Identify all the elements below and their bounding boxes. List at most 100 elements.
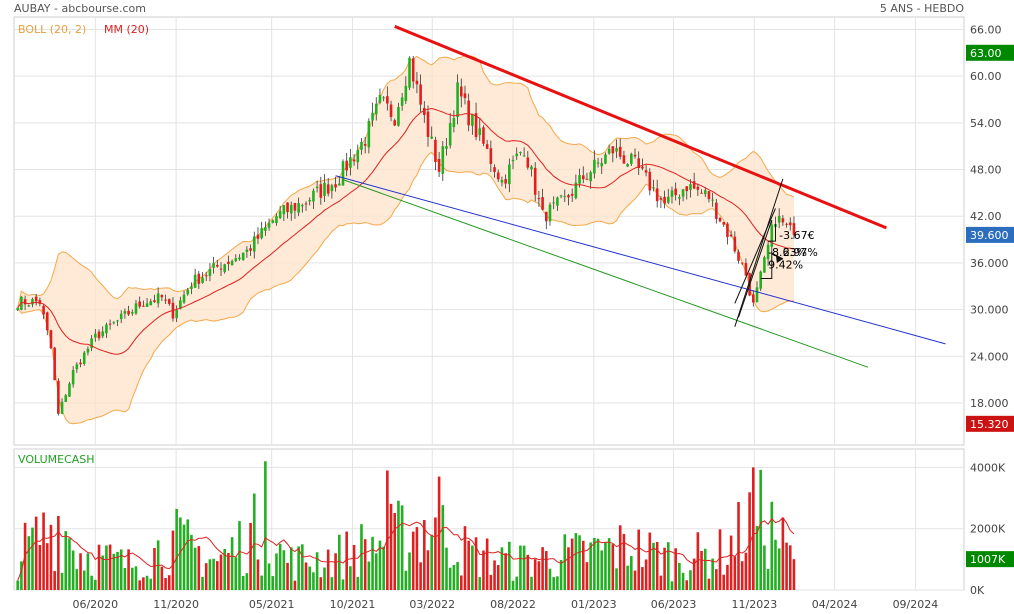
- volume-bar-112: [430, 534, 434, 590]
- candle-65: [256, 227, 260, 245]
- candle-body: [519, 152, 522, 154]
- candle-body: [755, 287, 759, 303]
- candle-172: [652, 179, 655, 192]
- candle-47: [190, 282, 193, 295]
- moving-average-line: [17, 107, 795, 355]
- candle-80: [312, 188, 315, 209]
- candle-body: [426, 111, 430, 137]
- candle-body: [493, 167, 496, 172]
- candle-14: [68, 381, 71, 397]
- candle-114: [437, 152, 441, 177]
- candle-112: [430, 126, 434, 140]
- candle-16: [75, 362, 79, 373]
- candle-147: [559, 194, 563, 199]
- volume-series: [16, 461, 796, 590]
- candle-body: [459, 86, 463, 97]
- volume-bar-76: [297, 546, 300, 590]
- candle-body: [289, 204, 293, 214]
- candle-body: [27, 305, 31, 307]
- volume-tick-label: 0K: [970, 584, 985, 597]
- volume-bar-109: [419, 562, 422, 590]
- candle-101: [389, 100, 393, 122]
- candle-13: [64, 394, 68, 403]
- candle-body: [570, 193, 574, 196]
- candle-body: [770, 224, 774, 247]
- candle-body: [430, 136, 434, 139]
- candle-body: [630, 153, 633, 164]
- trendline-green: [342, 179, 869, 368]
- candle-8: [45, 311, 49, 336]
- candle-body: [282, 205, 286, 215]
- candle-body: [204, 275, 208, 277]
- volume-bar-189: [715, 569, 718, 590]
- fan-annotation-0: -3.67€: [779, 229, 814, 242]
- candle-77: [301, 203, 304, 213]
- candle-21: [94, 329, 97, 342]
- candle-136: [519, 151, 522, 156]
- candle-body: [45, 312, 49, 331]
- volume-bar-194: [733, 556, 737, 590]
- candle-130: [496, 169, 500, 182]
- volume-bar-136: [519, 545, 522, 590]
- period-label: 5 ANS - HEBDO: [879, 2, 964, 15]
- volume-bar-1: [20, 561, 23, 590]
- volume-bar-118: [452, 564, 456, 590]
- candle-body: [659, 198, 663, 200]
- candle-5: [34, 294, 38, 306]
- candle-body: [49, 330, 53, 349]
- candle-body: [367, 120, 371, 148]
- candle-body: [600, 163, 604, 167]
- candle-187: [707, 191, 711, 203]
- fan-line-1: [734, 208, 776, 304]
- candle-body: [578, 175, 581, 184]
- mm20-line: [17, 107, 795, 355]
- legend-boll: BOLL (20, 2): [18, 23, 86, 36]
- candle-body: [785, 223, 788, 225]
- volume-bar-135: [515, 576, 519, 590]
- candle-35: [145, 297, 149, 307]
- candle-body: [541, 197, 544, 210]
- candle-body: [68, 383, 71, 397]
- volume-bar-169: [641, 567, 644, 590]
- bollinger-band: [17, 55, 795, 425]
- volume-bar-95: [367, 561, 371, 590]
- candle-79: [308, 197, 312, 206]
- candle-148: [563, 189, 567, 203]
- candle-body: [737, 251, 740, 261]
- candle-6: [38, 297, 42, 307]
- candle-body: [241, 252, 245, 261]
- volume-bar-101: [389, 503, 393, 590]
- volume-bar-158: [600, 550, 604, 590]
- candle-121: [463, 85, 467, 105]
- candle-184: [696, 183, 700, 197]
- candle-body: [434, 139, 437, 162]
- candle-162: [615, 139, 618, 159]
- volume-bar-123: [471, 545, 474, 590]
- candle-61: [241, 252, 245, 261]
- volume-bar-144: [548, 568, 552, 590]
- volume-bar-207: [781, 517, 785, 590]
- candle-body: [138, 301, 141, 307]
- candle-body: [90, 338, 93, 348]
- candle-body: [71, 370, 75, 385]
- volume-bar-55: [219, 554, 223, 590]
- volume-badge-bg: [966, 551, 1014, 568]
- volume-bar-129: [493, 560, 496, 590]
- volume-bar-157: [596, 538, 600, 590]
- candle-body: [452, 118, 456, 128]
- candle-body: [20, 296, 23, 310]
- candle-body: [726, 223, 729, 238]
- candle-17: [79, 358, 82, 368]
- volume-bar-152: [578, 535, 581, 590]
- candle-body: [230, 260, 234, 266]
- volume-bar-183: [692, 558, 696, 590]
- bollinger-upper: [17, 55, 795, 308]
- candle-body: [64, 395, 68, 402]
- volume-bar-200: [755, 525, 759, 590]
- candle-body: [456, 82, 459, 118]
- volume-bar-65: [256, 559, 260, 590]
- volume-bar-81: [315, 552, 319, 590]
- candle-body: [197, 273, 201, 284]
- fan-annotations: -3.67€ -8.63%2.97%9.42%: [768, 229, 818, 272]
